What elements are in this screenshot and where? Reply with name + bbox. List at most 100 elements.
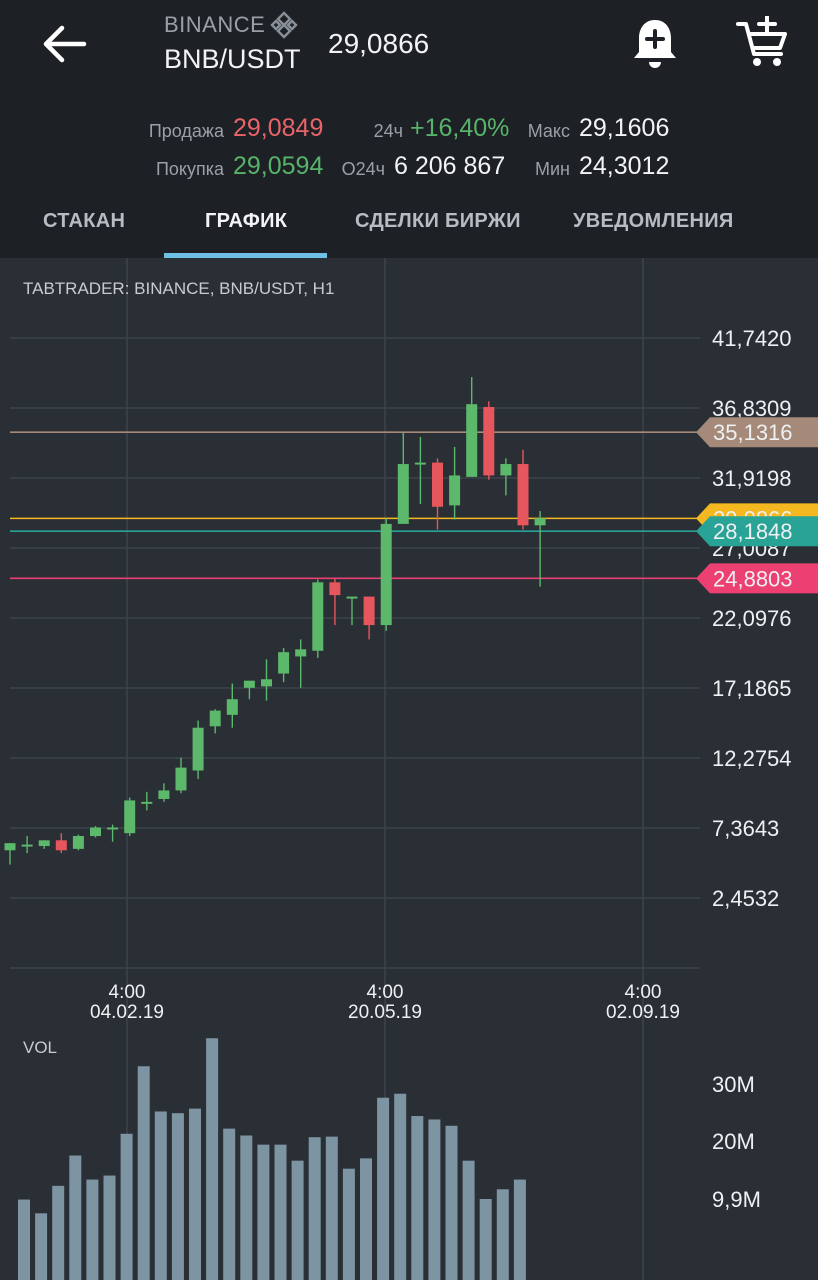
volume-bar	[137, 1066, 150, 1280]
candle-body	[534, 518, 546, 526]
volume-bar	[120, 1133, 133, 1280]
candle-body	[209, 710, 221, 727]
buy-price: 29,0594	[233, 152, 324, 180]
candle-body	[432, 462, 443, 507]
candle-body	[243, 680, 255, 688]
exchange-name: BINANCE	[164, 12, 266, 37]
candle-body	[329, 582, 341, 596]
candle-body	[312, 582, 324, 651]
candle-body	[175, 767, 187, 791]
volume-bar	[69, 1155, 82, 1280]
candle-body	[158, 790, 170, 799]
price-level-value: 24,8803	[713, 566, 793, 591]
date-axis-label: 04.02.19	[90, 1002, 164, 1023]
volume-axis-label: 9,9M	[712, 1187, 761, 1212]
candle-body	[72, 836, 84, 849]
volume-bar	[462, 1160, 475, 1280]
volume-bar	[154, 1111, 167, 1280]
price-axis-label: 41,7420	[712, 326, 792, 351]
time-axis-label: 4:00	[367, 982, 404, 1003]
volume-bar	[411, 1116, 424, 1280]
price-level-tag[interactable]	[696, 417, 818, 448]
candle-body	[466, 404, 478, 477]
volume-value: 6 206 867	[394, 152, 506, 180]
volume-bar	[428, 1119, 441, 1280]
candle-body	[90, 827, 101, 837]
volume-bar	[394, 1093, 407, 1280]
candle-body	[346, 596, 358, 599]
volume-bar	[377, 1097, 390, 1280]
candle-body	[38, 840, 50, 847]
max-value: 29,1606	[579, 114, 670, 142]
chart-title: TABTRADER: BINANCE, BNB/USDT, H1	[23, 279, 334, 298]
candle-body	[414, 462, 426, 465]
max-label: Макс	[527, 121, 570, 141]
volume-bar	[360, 1158, 372, 1280]
candle-body	[397, 464, 409, 524]
volume-bar	[308, 1137, 321, 1280]
cart-plus-icon[interactable]	[735, 16, 789, 68]
volume-axis-label: 20M	[712, 1129, 755, 1154]
candle-body	[21, 844, 33, 847]
price-axis-label: 2,4532	[712, 886, 779, 911]
volume-bar	[291, 1160, 304, 1280]
volume-bar	[496, 1189, 509, 1280]
candle-body	[124, 800, 136, 834]
pair-name: BNB/USDT	[164, 44, 301, 74]
time-axis-label: 4:00	[625, 982, 662, 1003]
volume-label: O24ч	[341, 159, 385, 179]
volume-bar	[86, 1179, 99, 1280]
volume-bar	[240, 1135, 253, 1280]
back-arrow-icon[interactable]	[40, 22, 90, 66]
app-header: BINANCE BNB/USDT 29,0866 Продажа 29,0849…	[0, 0, 818, 258]
price-axis-label: 7,3643	[712, 816, 779, 841]
volume-bar	[189, 1108, 201, 1280]
volume-bar	[52, 1185, 65, 1280]
volume-bar	[257, 1144, 270, 1280]
price-axis-label: 31,9198	[712, 466, 792, 491]
tab-order-book[interactable]: СТАКАН	[43, 210, 126, 232]
candle-body	[141, 801, 153, 804]
price-level-tag[interactable]	[696, 563, 818, 594]
min-label: Мин	[535, 159, 570, 179]
volume-bar	[513, 1179, 526, 1280]
tab-chart[interactable]: ГРАФИК	[205, 210, 288, 232]
candle-body	[55, 840, 67, 851]
active-tab-indicator	[164, 253, 327, 258]
sell-label: Продажа	[148, 121, 224, 141]
price-axis-label: 12,2754	[712, 746, 792, 771]
price-axis-label: 36,8309	[712, 396, 792, 421]
change-value: +16,40%	[410, 114, 510, 142]
volume-bar	[223, 1128, 236, 1280]
bell-plus-icon[interactable]	[630, 16, 680, 70]
candle-body	[500, 464, 512, 476]
date-axis-label: 20.05.19	[348, 1002, 422, 1023]
candle-body	[261, 679, 272, 687]
price-chart[interactable]: 41,742036,830931,919827,008722,097617,18…	[0, 258, 818, 1280]
price-axis-label: 17,1865	[712, 676, 792, 701]
sell-price: 29,0849	[233, 114, 324, 142]
buy-label: Покупка	[155, 159, 224, 179]
tab-notifications[interactable]: УВЕДОМЛЕНИЯ	[573, 210, 734, 232]
volume-bar	[35, 1213, 48, 1280]
price-level-tag[interactable]	[696, 516, 818, 547]
candle-body	[483, 407, 495, 476]
candle-body	[449, 475, 461, 506]
volume-bar	[325, 1136, 338, 1280]
volume-axis-label: 30M	[712, 1072, 755, 1097]
price-level-value: 35,1316	[713, 420, 793, 445]
volume-bar	[103, 1175, 116, 1280]
tab-exchange-trades[interactable]: СДЕЛКИ БИРЖИ	[355, 210, 521, 232]
price-level-value: 28,1848	[713, 519, 793, 544]
time-axis-label: 4:00	[109, 982, 146, 1003]
last-price: 29,0866	[328, 28, 430, 59]
change-label: 24ч	[373, 121, 403, 141]
min-value: 24,3012	[579, 152, 670, 180]
volume-bar	[479, 1199, 492, 1280]
volume-bar	[445, 1125, 458, 1280]
price-axis-label: 22,0976	[712, 606, 792, 631]
candle-body	[4, 843, 16, 851]
volume-bar	[18, 1199, 30, 1280]
volume-bar	[171, 1113, 184, 1280]
candle-body	[226, 699, 238, 715]
